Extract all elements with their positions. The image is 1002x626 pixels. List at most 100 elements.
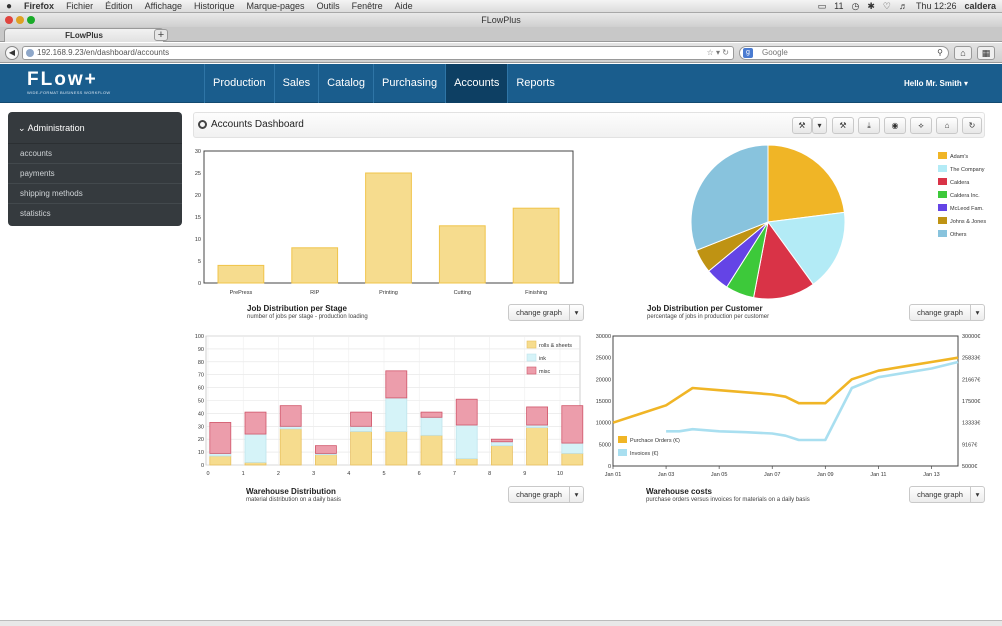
nav-production[interactable]: Production <box>204 64 274 103</box>
y-tick-label-left: 30000 <box>596 334 611 340</box>
user-menu[interactable]: Hello Mr. Smith ▾ <box>903 79 968 88</box>
y-tick-label: 0 <box>198 281 201 287</box>
menu-aide[interactable]: Aide <box>394 0 413 11</box>
y-tick-label-left: 10000 <box>596 421 611 427</box>
series-line <box>612 356 959 424</box>
menu-affichage[interactable]: Affichage <box>144 0 182 11</box>
x-tick-label: Jan 07 <box>764 472 781 478</box>
home-icon[interactable]: ⌂ <box>936 117 958 134</box>
refresh-icon[interactable]: ↻ <box>962 117 982 134</box>
chart2-title: Job Distribution per Customer <box>647 304 763 313</box>
search-icon[interactable]: ⚲ <box>937 48 943 57</box>
chart2-change-graph-button[interactable]: change graph ▾ <box>909 304 985 321</box>
bar-segment <box>526 406 549 426</box>
screen-icon[interactable]: ▭ <box>817 0 827 11</box>
y-tick-label-right: 25833€ <box>962 356 980 362</box>
legend-label: McLeod Fam. <box>950 206 984 212</box>
window-title: FLowPlus <box>481 15 521 25</box>
y-tick-label: 30 <box>195 149 201 155</box>
chart3-change-graph-button[interactable]: change graph ▾ <box>508 486 584 503</box>
customer-pie-chart[interactable]: Adam's The Company Caldera Caldera Inc. McLe… <box>600 140 995 300</box>
caret-down-icon[interactable]: ▾ <box>970 487 984 502</box>
search-input[interactable]: g Google ⚲ <box>739 46 949 60</box>
chart4-change-graph-button[interactable]: change graph ▾ <box>909 486 985 503</box>
bar-segment <box>385 431 408 466</box>
caret-down-icon[interactable]: ▾ <box>970 305 984 320</box>
chart4-subtitle: purchase orders versus invoices for mate… <box>646 497 810 503</box>
url-bar[interactable]: 192.168.9.23/en/dashboard/accounts ☆ ▾ ↻ <box>22 46 734 60</box>
wifi-icon[interactable]: ♡ <box>882 0 891 11</box>
wrench-icon[interactable]: ⚒ <box>832 117 854 134</box>
toolbar-menu-icon[interactable]: ▦ <box>977 46 995 60</box>
clock-icon[interactable]: ◷ <box>851 0 860 11</box>
app-logo[interactable]: FLow+ WIDE-FORMAT BUSINESS WORKFLOW <box>27 69 110 96</box>
menu-fenetre[interactable]: Fenêtre <box>351 0 383 11</box>
nav-catalog[interactable]: Catalog <box>318 64 373 103</box>
wrench-icon[interactable]: ⚒ <box>792 117 812 134</box>
menu-firefox[interactable]: Firefox <box>24 0 55 11</box>
chart2-subtitle: percentage of jobs in production per cus… <box>647 314 770 320</box>
home-icon[interactable]: ⌂ <box>954 46 972 60</box>
dashboard-header: Accounts Dashboard ⚒ ▾ ⚒ ⤓ ◉ ⟡ ⌂ ↻ <box>193 112 985 138</box>
nav-purchasing[interactable]: Purchasing <box>373 64 445 103</box>
bluetooth-icon[interactable]: ✱ <box>867 0 875 11</box>
zoom-window-icon[interactable] <box>27 16 35 24</box>
nav-sales[interactable]: Sales <box>273 64 319 103</box>
minimize-window-icon[interactable] <box>16 16 24 24</box>
google-icon[interactable]: g <box>743 48 753 58</box>
menu-outils[interactable]: Outils <box>316 0 340 11</box>
x-tick-label: Jan 13 <box>923 472 940 478</box>
menu-marque-pages[interactable]: Marque-pages <box>246 0 305 11</box>
bar-segment <box>561 452 584 466</box>
close-window-icon[interactable] <box>5 16 13 24</box>
nav-accounts[interactable]: Accounts <box>445 64 508 103</box>
bar-segment <box>490 441 513 447</box>
back-arrow-icon[interactable]: ◀ <box>5 46 19 60</box>
menu-edition[interactable]: Édition <box>105 0 133 11</box>
browser-tab[interactable]: FLowPlus <box>4 28 164 42</box>
y-tick-label: 0 <box>201 463 204 469</box>
status-count[interactable]: 11 <box>834 0 844 11</box>
pin-icon[interactable]: ⟡ <box>910 117 932 134</box>
menu-fichier[interactable]: Fichier <box>66 0 94 11</box>
volume-icon[interactable]: ♬ <box>898 0 908 11</box>
caret-down-icon[interactable]: ▾ <box>812 117 827 134</box>
sidebar-item-payments[interactable]: payments <box>8 164 182 184</box>
logo-text: FLow+ <box>27 69 98 90</box>
site-identity-icon[interactable] <box>26 49 34 57</box>
legend-swatch <box>938 217 947 224</box>
window-titlebar: FLowPlus <box>0 13 1002 27</box>
sidebar-item-accounts[interactable]: accounts <box>8 144 182 164</box>
job-stage-bar-chart[interactable]: 0 5 10 15 20 25 30 PrePress RIP Printing Cutting Fi… <box>190 146 585 301</box>
chart3-title: Warehouse Distribution <box>246 487 336 496</box>
search-placeholder: Google <box>762 48 788 57</box>
url-text: 192.168.9.23/en/dashboard/accounts <box>37 48 170 57</box>
url-actions-icons[interactable]: ☆ ▾ ↻ <box>706 48 729 57</box>
sidebar-item-shipping-methods[interactable]: shipping methods <box>8 184 182 204</box>
new-tab-button[interactable]: + <box>154 29 168 41</box>
menu-historique[interactable]: Historique <box>193 0 235 11</box>
legend-swatch <box>938 204 947 211</box>
y-tick-label: 20 <box>195 193 201 199</box>
download-icon[interactable]: ⤓ <box>858 117 880 134</box>
sidebar-heading[interactable]: ⌄ Administration <box>8 112 182 144</box>
bar-segment <box>350 431 373 466</box>
camera-icon[interactable]: ◉ <box>884 117 906 134</box>
bar-segment <box>315 445 337 454</box>
bar-segment <box>385 397 408 432</box>
apple-menu-icon[interactable]: ● <box>6 0 13 12</box>
nav-reports[interactable]: Reports <box>507 64 563 103</box>
legend-label: misc <box>539 369 551 375</box>
chart1-change-graph-button[interactable]: change graph ▾ <box>508 304 584 321</box>
warehouse-distribution-chart[interactable]: 0 10 20 30 40 50 60 70 80 90 100 0 1 2 3 4 5 6 7 8 9 10 rolls … <box>190 330 585 482</box>
legend-label: Caldera <box>950 180 970 186</box>
x-tick-label: 10 <box>557 471 563 477</box>
y-tick-label: 100 <box>195 334 204 340</box>
caret-down-icon[interactable]: ▾ <box>569 487 583 502</box>
caret-down-icon[interactable]: ▾ <box>569 305 583 320</box>
clock-text[interactable]: Thu 12:26 <box>915 0 957 11</box>
sidebar-item-statistics[interactable]: statistics <box>20 209 51 218</box>
warehouse-costs-chart[interactable]: 0 5000 10000 15000 20000 25000 30000 5000€ 9167€… <box>586 330 994 482</box>
user-name[interactable]: caldera <box>964 0 996 11</box>
pie-slice <box>767 144 845 223</box>
